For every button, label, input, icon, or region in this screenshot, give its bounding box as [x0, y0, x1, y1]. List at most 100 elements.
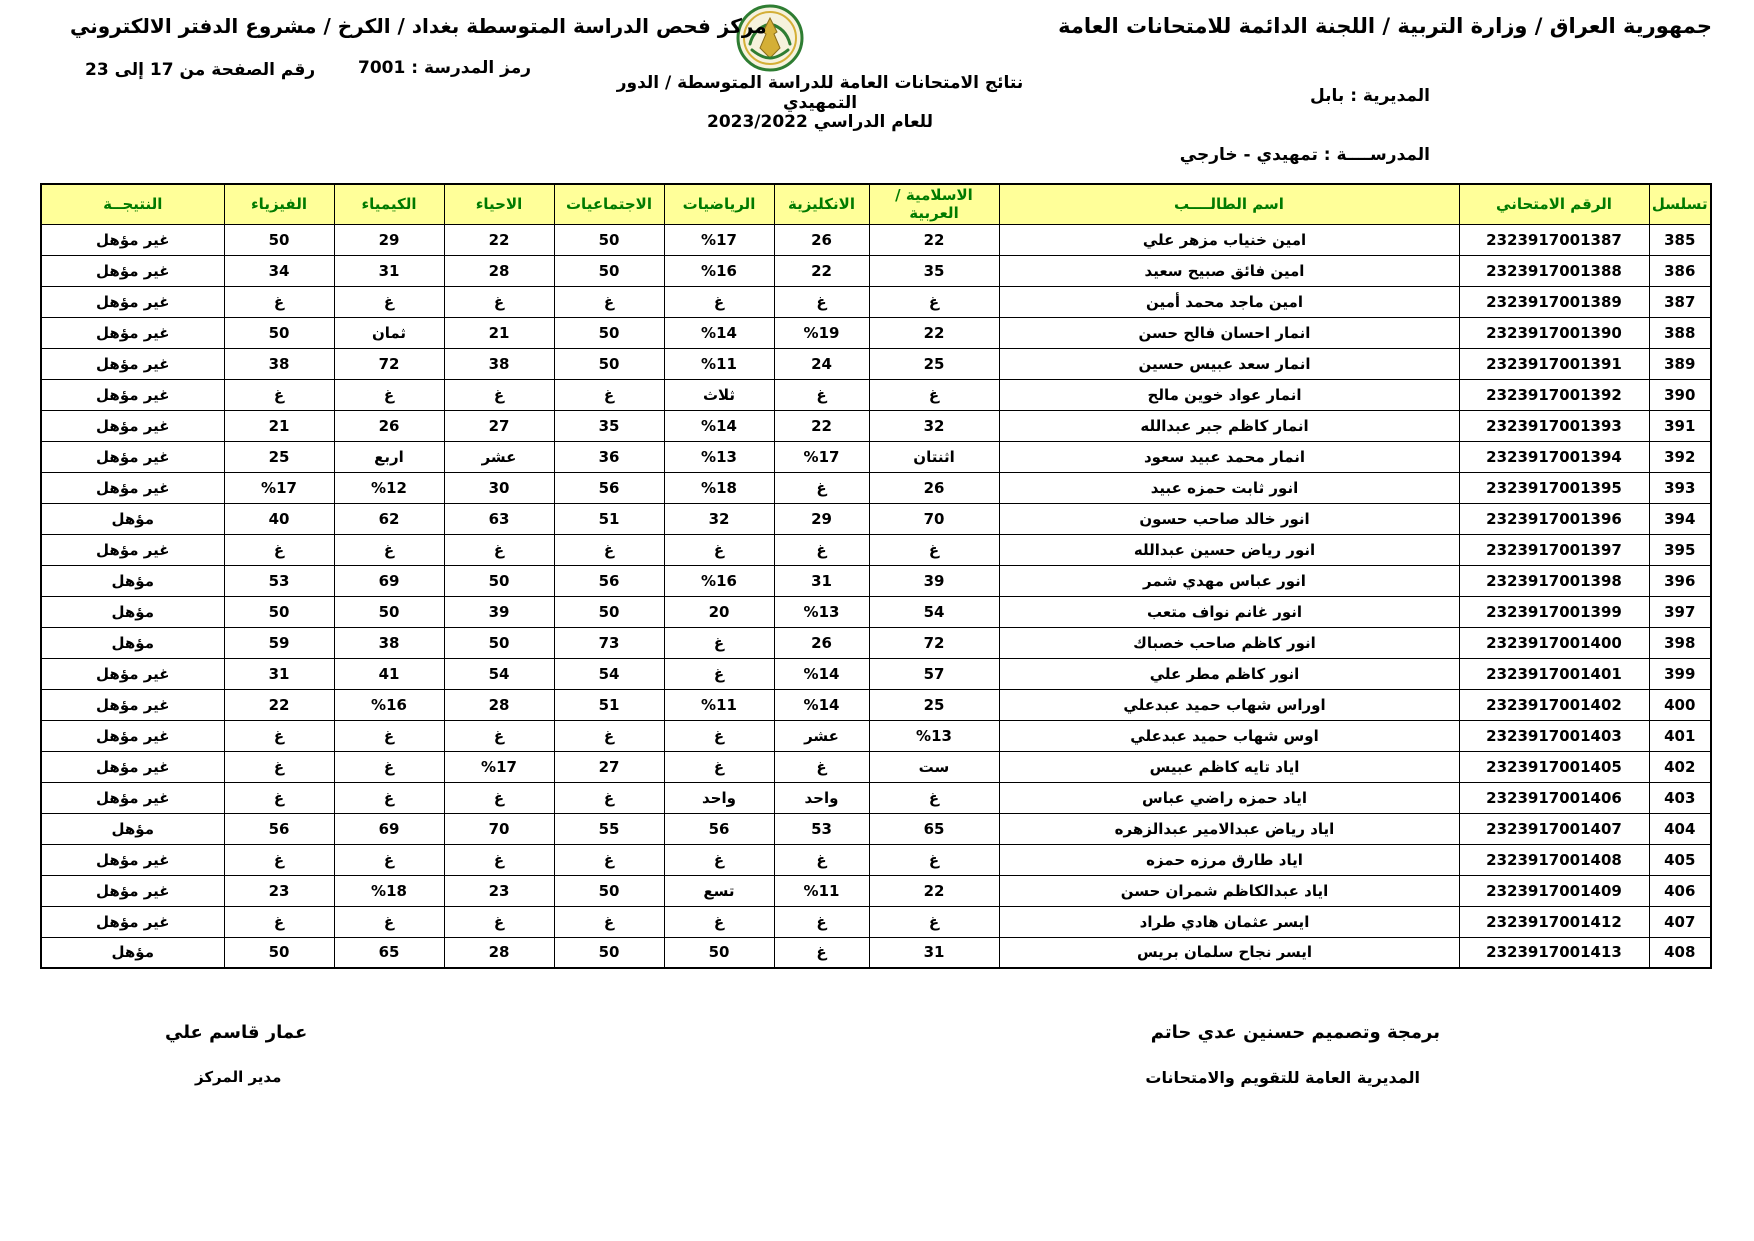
result-cell: غير مؤهل [40, 657, 225, 690]
result-cell: مؤهل [40, 936, 225, 969]
score-cell: %13 [868, 719, 1000, 752]
student-name-cell: اياد رياض عبدالامير عبدالزهره [998, 812, 1460, 845]
score-cell: ثمان [333, 316, 445, 349]
score-cell: 21 [223, 409, 335, 442]
serial-cell: 401 [1648, 719, 1712, 752]
table-row: 395 2323917001397 انور رياض حسين عبدالله غ غ… [40, 533, 1712, 566]
score-cell: غ [333, 843, 445, 876]
result-cell: غير مؤهل [40, 316, 225, 349]
score-cell: 50 [443, 564, 555, 597]
score-cell: غ [553, 533, 665, 566]
score-cell: ست [868, 750, 1000, 783]
exam-number-cell: 2323917001407 [1458, 812, 1650, 845]
score-cell: 65 [868, 812, 1000, 845]
score-cell: %17 [223, 471, 335, 504]
score-cell: واحد [663, 781, 775, 814]
results-tbody: 385 2323917001387 امين خنياب مزهر علي 22 26%… [40, 223, 1712, 969]
student-name-cell: انور غانم نواف متعب [998, 595, 1460, 628]
result-cell: غير مؤهل [40, 750, 225, 783]
score-cell: غ [663, 905, 775, 938]
score-cell: غ [443, 781, 555, 814]
table-row: 403 2323917001406 اياد حمزه راضي عباس غ واحد… [40, 781, 1712, 814]
score-cell: 55 [553, 812, 665, 845]
serial-cell: 394 [1648, 502, 1712, 535]
score-cell: غ [443, 905, 555, 938]
score-cell: غ [553, 378, 665, 411]
student-name-cell: انمار عواد خوين مالح [998, 378, 1460, 411]
serial-cell: 403 [1648, 781, 1712, 814]
score-cell: 50 [223, 316, 335, 349]
score-cell: 56 [223, 812, 335, 845]
column-header: الاحياء [443, 183, 555, 225]
exam-number-cell: 2323917001397 [1458, 533, 1650, 566]
score-cell: غ [333, 378, 445, 411]
score-cell: غ [443, 843, 555, 876]
result-cell: غير مؤهل [40, 378, 225, 411]
score-cell: 72 [333, 347, 445, 380]
exam-number-cell: 2323917001402 [1458, 688, 1650, 721]
result-cell: غير مؤهل [40, 905, 225, 938]
score-cell: 69 [333, 564, 445, 597]
score-cell: 38 [333, 626, 445, 659]
serial-cell: 400 [1648, 688, 1712, 721]
score-cell: غ [868, 781, 1000, 814]
serial-cell: 408 [1648, 936, 1712, 969]
student-name-cell: اياد طارق مرزه حمزه [998, 843, 1460, 876]
score-cell: غ [868, 378, 1000, 411]
score-cell: 29 [773, 502, 870, 535]
score-cell: 51 [553, 688, 665, 721]
exam-center-title: مركز فحص الدراسة المتوسطة بغداد / الكرخ … [70, 14, 767, 38]
footer-manager-title: مدير المركز [195, 1068, 282, 1086]
serial-cell: 397 [1648, 595, 1712, 628]
score-cell: غ [773, 378, 870, 411]
exam-number-cell: 2323917001394 [1458, 440, 1650, 473]
score-cell: غ [223, 750, 335, 783]
score-cell: غ [443, 285, 555, 318]
score-cell: غ [868, 905, 1000, 938]
score-cell: غ [553, 905, 665, 938]
result-cell: غير مؤهل [40, 409, 225, 442]
exam-number-cell: 2323917001391 [1458, 347, 1650, 380]
score-cell: %14 [663, 316, 775, 349]
score-cell: غ [553, 781, 665, 814]
exam-number-cell: 2323917001395 [1458, 471, 1650, 504]
score-cell: غ [333, 285, 445, 318]
score-cell: غ [333, 781, 445, 814]
score-cell: غ [773, 533, 870, 566]
student-name-cell: اياد تايه كاظم عبيس [998, 750, 1460, 783]
student-name-cell: انمار سعد عبيس حسين [998, 347, 1460, 380]
score-cell: 31 [773, 564, 870, 597]
exam-number-cell: 2323917001390 [1458, 316, 1650, 349]
exam-number-cell: 2323917001398 [1458, 564, 1650, 597]
student-name-cell: ايسر نجاح سلمان بريس [998, 936, 1460, 969]
score-cell: 38 [443, 347, 555, 380]
score-cell: 50 [553, 936, 665, 969]
page-range: رقم الصفحة من 17 إلى 23 [85, 60, 316, 80]
table-row: 392 2323917001394 انمار محمد عبيد سعود اثنت… [40, 440, 1712, 473]
result-cell: غير مؤهل [40, 285, 225, 318]
serial-cell: 385 [1648, 223, 1712, 256]
score-cell: 31 [223, 657, 335, 690]
score-cell: غ [333, 533, 445, 566]
score-cell: 41 [333, 657, 445, 690]
score-cell: 29 [333, 223, 445, 256]
result-cell: غير مؤهل [40, 843, 225, 876]
score-cell: غ [663, 533, 775, 566]
table-row: 393 2323917001395 انور ثابت حمزه عبيد 26 غ %1… [40, 471, 1712, 504]
org-title: جمهورية العراق / وزارة التربية / اللجنة … [1058, 14, 1712, 38]
result-cell: غير مؤهل [40, 781, 225, 814]
score-cell: %14 [773, 657, 870, 690]
score-cell: 21 [443, 316, 555, 349]
exam-number-cell: 2323917001401 [1458, 657, 1650, 690]
serial-cell: 399 [1648, 657, 1712, 690]
score-cell: 56 [663, 812, 775, 845]
student-name-cell: انور كاظم مطر علي [998, 657, 1460, 690]
score-cell: %11 [663, 347, 775, 380]
column-header: النتيجــة [40, 183, 225, 225]
score-cell: 69 [333, 812, 445, 845]
score-cell: 56 [553, 471, 665, 504]
score-cell: 28 [443, 688, 555, 721]
student-name-cell: انمار محمد عبيد سعود [998, 440, 1460, 473]
score-cell: %17 [443, 750, 555, 783]
